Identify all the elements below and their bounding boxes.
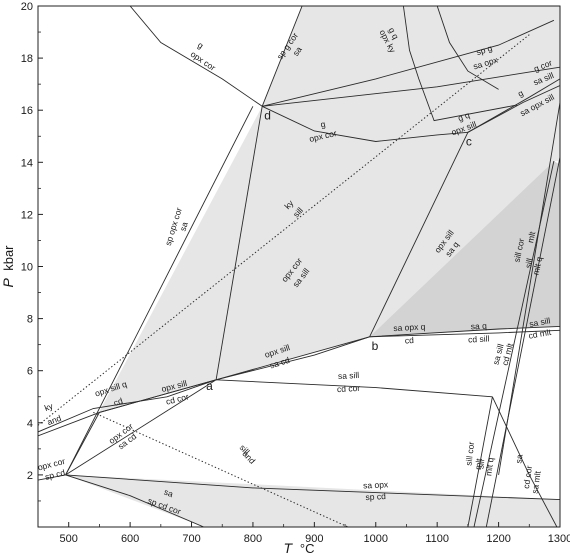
x-tick-label-1100: 1100 [425, 533, 449, 545]
reaction-d-upper [262, 19, 555, 107]
reaction-label-6: sp g [475, 43, 494, 57]
reaction-a-b [215, 336, 370, 381]
reaction-label-24: sill cor [512, 237, 527, 263]
x-tick-label-500: 500 [60, 533, 78, 545]
reaction-b-c [369, 132, 469, 337]
reaction-label-44: ky [43, 401, 55, 414]
reaction-label-33: cd mlt [528, 327, 553, 341]
reaction-label-12: g q [457, 110, 472, 124]
point-d: d [264, 108, 271, 122]
reaction-f-ad [65, 379, 217, 476]
y-tick-label-14: 14 [21, 157, 33, 169]
x-tick-label-1200: 1200 [486, 533, 510, 545]
ky-sill-boundary [38, 34, 530, 426]
reaction-d-c-upper [262, 66, 560, 107]
reaction-f-right [65, 474, 560, 501]
reaction-d-c [262, 105, 468, 142]
reaction-label-29: cd [405, 335, 415, 345]
y-axis-unit: kbar [1, 245, 16, 271]
reaction-label-1: opx cor [189, 49, 218, 73]
dark-field-3 [369, 161, 560, 337]
reaction-label-26: sill [523, 257, 535, 269]
reaction-e-right [491, 396, 558, 527]
x-tick-label-600: 600 [121, 533, 139, 545]
x-axis-unit: °C [300, 541, 315, 556]
reaction-label-17: sa [178, 221, 190, 233]
reaction-label-0: g [196, 40, 206, 51]
reaction-label-52: sa opx [363, 479, 389, 490]
reaction-label-54: sa [163, 487, 175, 500]
reaction-d-left [129, 6, 263, 107]
reaction-label-10: g [516, 88, 525, 99]
y-tick-label-10: 10 [21, 262, 33, 274]
x-axis-title: T °C [283, 540, 314, 556]
reaction-f-bottom [65, 474, 204, 527]
reaction-label-27: mlt q [531, 256, 545, 276]
reaction-steep-3 [498, 102, 560, 475]
y-tick-label-4: 4 [27, 418, 33, 430]
reaction-label-30: sa q [470, 321, 487, 332]
light-field-0 [65, 6, 560, 475]
reaction-label-53: sp cd [365, 491, 386, 502]
reaction-label-45: and [46, 413, 63, 427]
reaction-label-56: sill cor [463, 441, 476, 466]
y-tick-label-16: 16 [21, 105, 33, 117]
reaction-label-41: cd [112, 396, 124, 408]
x-tick-label-1300: 1300 [548, 533, 570, 545]
x-tick-label-1000: 1000 [364, 533, 388, 545]
reaction-label-32: sa sill [528, 315, 551, 329]
reaction-f-up [65, 379, 217, 476]
y-tick-label-2: 2 [27, 470, 33, 482]
fields-layer [65, 6, 560, 527]
point-c: c [466, 134, 472, 148]
reaction-a-e [216, 379, 493, 398]
reaction-label-49: sp cd [44, 467, 66, 482]
reaction-a-d [215, 106, 263, 380]
reaction-top-curve [402, 6, 518, 122]
reaction-label-28: sa opx q [393, 321, 426, 333]
y-tick-label-20: 20 [21, 1, 33, 13]
reaction-label-25: mlt [525, 230, 537, 244]
reaction-top-curve2 [436, 6, 499, 90]
reaction-steep-2 [485, 157, 560, 527]
reaction-label-60: sa [513, 453, 524, 464]
x-tick-label-700: 700 [182, 533, 200, 545]
reaction-b-right [369, 325, 560, 338]
reaction-a-b2 [215, 336, 370, 381]
reaction-label-31: cd sill [468, 333, 490, 344]
reaction-e-left [467, 396, 493, 527]
reaction-label-59: mlt q [483, 457, 495, 477]
x-tick-label-900: 900 [305, 533, 323, 545]
y-tick-label-12: 12 [21, 209, 33, 221]
ticks-layer: 500 600 700 800 900 1000 1100 1200 1300 2 4 6 8 10 12 1… [21, 1, 570, 545]
reaction-c-right2 [467, 78, 560, 133]
reaction-label-39: cd cor [337, 383, 361, 394]
light-field-lower-1 [65, 474, 560, 527]
reaction-label-61: cd cor [521, 465, 534, 489]
y-tick-label-18: 18 [21, 53, 33, 65]
x-tick-label-800: 800 [244, 533, 262, 545]
y-tick-label-6: 6 [27, 366, 33, 378]
reaction-low-left2 [38, 379, 217, 433]
point-a: a [206, 379, 213, 393]
y-axis-symbol: P [0, 278, 16, 288]
reaction-label-14: g [319, 119, 326, 130]
point-b: b [372, 339, 379, 353]
reaction-d-top [261, 6, 303, 107]
reaction-label-58: sill [475, 458, 486, 469]
reaction-label-62: sa mlt [530, 470, 543, 494]
reaction-f-leftmost [38, 474, 66, 481]
reaction-label-57: mlt [473, 457, 484, 470]
y-tick-label-8: 8 [27, 314, 33, 326]
x-axis-symbol: T [283, 540, 293, 556]
reaction-label-38: sa sill [338, 370, 360, 381]
reaction-b-right2 [369, 329, 560, 338]
reaction-lines-layer [38, 6, 560, 527]
reaction-c-right [467, 85, 560, 133]
y-axis-title: P kbar [0, 245, 16, 288]
